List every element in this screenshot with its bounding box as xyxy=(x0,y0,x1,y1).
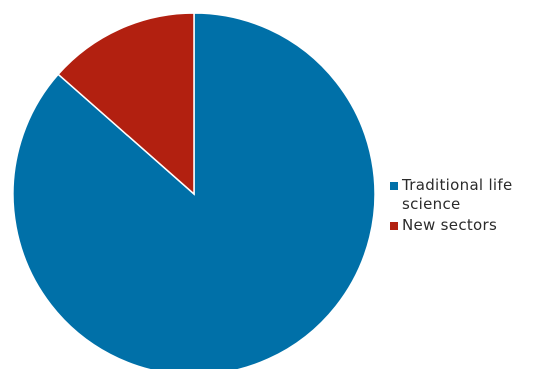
pie-slice-traditional-life-science xyxy=(12,12,376,369)
pie-slice-new-sectors xyxy=(57,12,195,196)
chart-legend: Traditional life science New sectors xyxy=(390,176,540,237)
legend-item-new-sectors: New sectors xyxy=(390,216,540,235)
legend-label-new-sectors: New sectors xyxy=(402,216,498,234)
legend-swatch-traditional-life-science xyxy=(390,182,398,190)
legend-label-traditional-life-science: Traditional life science xyxy=(402,176,513,213)
legend-swatch-new-sectors xyxy=(390,222,398,230)
legend-item-traditional-life-science: Traditional life science xyxy=(390,176,540,214)
